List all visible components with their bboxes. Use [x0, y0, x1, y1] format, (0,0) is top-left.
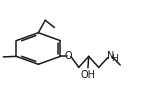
Text: OH: OH	[80, 70, 95, 80]
Text: O: O	[65, 51, 73, 61]
Text: N: N	[106, 51, 114, 61]
Text: H: H	[111, 54, 118, 63]
